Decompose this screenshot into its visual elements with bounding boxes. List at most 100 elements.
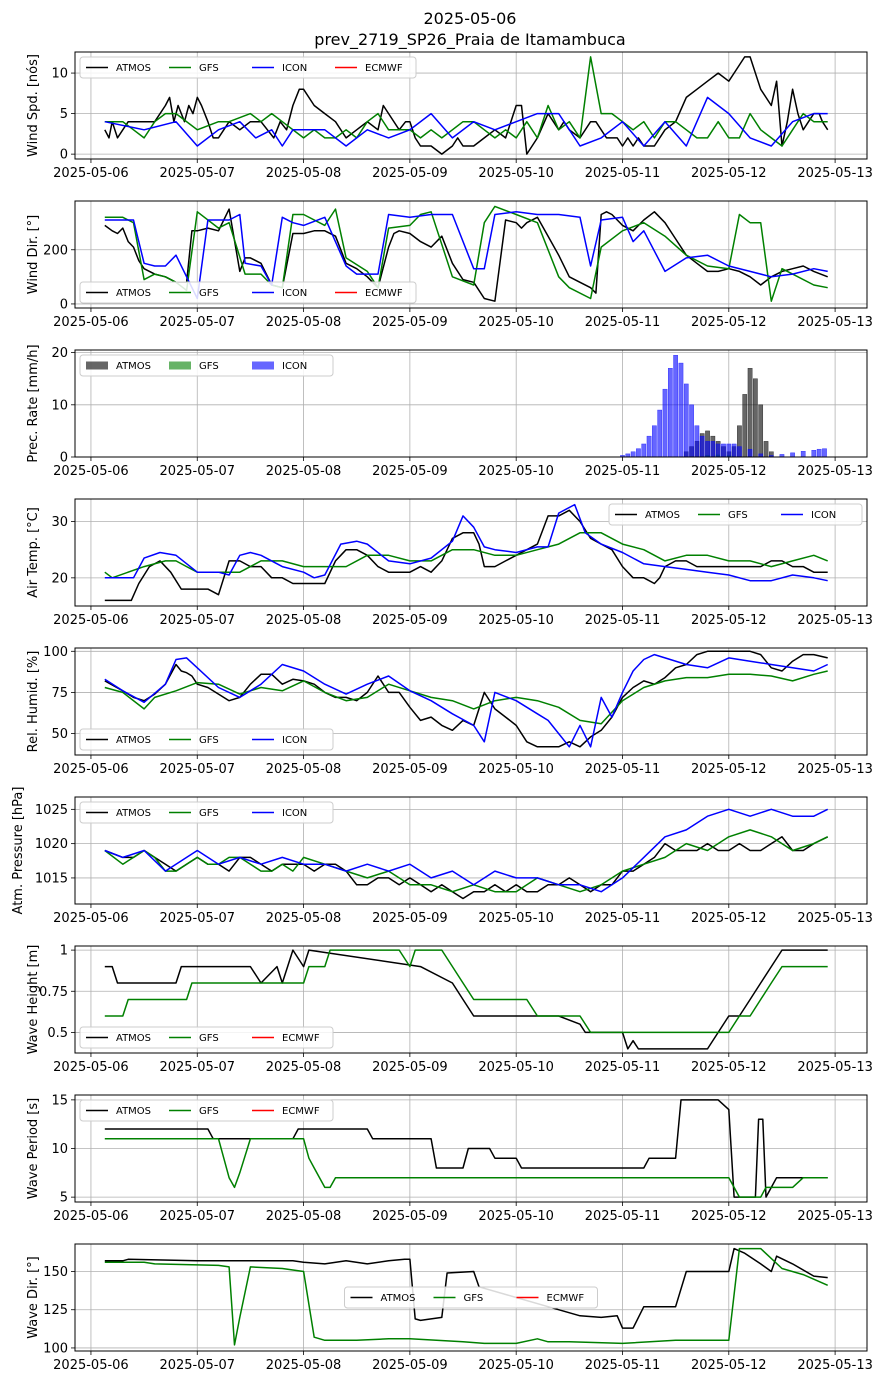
plot-frame [74, 647, 868, 756]
legend: ATMOS GFS ECMWF [79, 1026, 334, 1049]
bar-icon [811, 450, 817, 457]
series-line-icon [104, 808, 829, 893]
legend-box [79, 801, 334, 824]
legend-label-icon: ICON [282, 63, 307, 74]
x-tick-label: 2025-05-08 [266, 613, 342, 628]
x-tick-label: 2025-05-07 [159, 166, 235, 181]
x-tick-label: 2025-05-12 [691, 1358, 767, 1373]
x-tick-label: 2025-05-08 [266, 166, 342, 181]
series-line-gfs [104, 829, 829, 893]
grid-lines [75, 201, 867, 308]
y-tick-label: 0 [60, 148, 68, 163]
legend: ATMOS GFS ICON ECMWF [79, 281, 417, 304]
x-tick-label: 2025-05-13 [797, 166, 873, 181]
bar-atmos [747, 368, 753, 457]
x-tick-label: 2025-05-07 [159, 762, 235, 777]
x-tick-label: 2025-05-08 [266, 464, 342, 479]
bar-icon [822, 448, 827, 457]
series-line-atmos [104, 949, 828, 1050]
y-tick-label: 1025 [35, 803, 68, 818]
x-tick-label: 2025-05-10 [478, 166, 554, 181]
y-axis-label: Atm. Pressure [hPa] [11, 787, 26, 915]
legend-label-gfs: GFS [199, 1106, 219, 1117]
series-line-gfs [104, 1138, 828, 1198]
x-tick-label: 2025-05-10 [478, 613, 554, 628]
y-tick-label: 20 [51, 571, 68, 586]
legend-label-ecmwf: ECMWF [282, 1106, 320, 1117]
y-axis-label: Wind Dir. [°] [26, 215, 41, 295]
x-tick-label: 2025-05-10 [478, 1358, 554, 1373]
x-tick-label: 2025-05-06 [53, 315, 129, 330]
legend-label-ecmwf: ECMWF [282, 1033, 320, 1044]
y-tick-label: 0 [60, 297, 68, 312]
x-tick-label: 2025-05-06 [53, 1358, 129, 1373]
x-tick-label: 2025-05-11 [585, 166, 661, 181]
series-line-gfs [104, 56, 828, 147]
plot-frame [74, 200, 868, 309]
legend: ATMOS GFS ICON [608, 503, 863, 526]
series-group [104, 205, 828, 302]
y-axis-label: Prec. Rate [mm/h] [26, 344, 41, 462]
x-tick-label: 2025-05-09 [372, 1060, 448, 1075]
x-tick-label: 2025-05-10 [478, 464, 554, 479]
legend-swatch-gfs [169, 361, 191, 370]
y-tick-label: 10 [51, 67, 68, 82]
plot-frame [74, 796, 868, 905]
legend-box [79, 281, 417, 304]
bar-atmos [753, 378, 758, 457]
y-axis-label: Rel. Humid. [%] [26, 651, 41, 753]
series-line-atmos [104, 1099, 828, 1198]
x-tick-label: 2025-05-07 [159, 1358, 235, 1373]
legend: ATMOS GFS ICON [79, 728, 334, 751]
series-group [104, 949, 828, 1050]
y-axis-label: Wave Height [m] [26, 945, 41, 1055]
bar-icon [737, 446, 742, 457]
bar-atmos [758, 404, 764, 457]
series-group [620, 355, 827, 457]
x-tick-label: 2025-05-09 [372, 166, 448, 181]
bar-icon [726, 443, 732, 457]
legend-label-atmos: ATMOS [116, 361, 151, 372]
x-tick-label: 2025-05-06 [53, 762, 129, 777]
bar-icon [668, 368, 673, 457]
legend-label-icon: ICON [282, 361, 307, 372]
bar-icon [662, 388, 668, 457]
y-tick-label: 15 [51, 1093, 68, 1108]
y-tick-label: 20 [51, 346, 68, 361]
legend-label-gfs: GFS [199, 735, 219, 746]
chart-panels: 2025-05-06 2025-05-07 2025-05-08 2025-05-09… [11, 51, 873, 1373]
y-tick-label: 0.75 [39, 985, 68, 1000]
x-tick-label: 2025-05-11 [585, 315, 661, 330]
bar-icon [673, 355, 678, 457]
plot-frame [74, 498, 868, 607]
legend: ATMOS GFS ICON [79, 354, 334, 377]
series-line-icon [104, 211, 828, 300]
x-tick-label: 2025-05-09 [372, 315, 448, 330]
chart-panel-wind_speed: 2025-05-06 2025-05-07 2025-05-08 2025-05-09… [26, 51, 873, 181]
legend-box [79, 728, 334, 751]
legend: ATMOS GFS ECMWF [344, 1286, 598, 1309]
series-line-atmos [104, 56, 829, 155]
x-tick-label: 2025-05-08 [266, 1209, 342, 1224]
bar-icon [652, 425, 657, 457]
y-tick-label: 50 [51, 727, 68, 742]
x-tick-label: 2025-05-12 [691, 1209, 767, 1224]
series-line-atmos [104, 509, 828, 602]
series-line-gfs [104, 949, 828, 1034]
series-line-icon [104, 503, 828, 582]
legend-label-ecmwf: ECMWF [365, 63, 403, 74]
legend-label-gfs: GFS [199, 63, 219, 74]
legend: ATMOS GFS ICON [79, 801, 334, 824]
y-tick-label: 0.5 [47, 1026, 68, 1041]
legend-box [79, 1099, 334, 1122]
series-group [104, 650, 829, 748]
bar-atmos [763, 441, 769, 457]
series-group [104, 808, 829, 900]
x-tick-label: 2025-05-10 [478, 1060, 554, 1075]
series-line-gfs [104, 1247, 829, 1346]
chart-panel-wave_height: 2025-05-06 2025-05-07 2025-05-08 2025-05-09… [26, 944, 873, 1075]
x-tick-label: 2025-05-13 [797, 1060, 873, 1075]
legend: ATMOS GFS ICON ECMWF [79, 56, 417, 79]
legend-box [79, 1026, 334, 1049]
x-tick-label: 2025-05-13 [797, 315, 873, 330]
